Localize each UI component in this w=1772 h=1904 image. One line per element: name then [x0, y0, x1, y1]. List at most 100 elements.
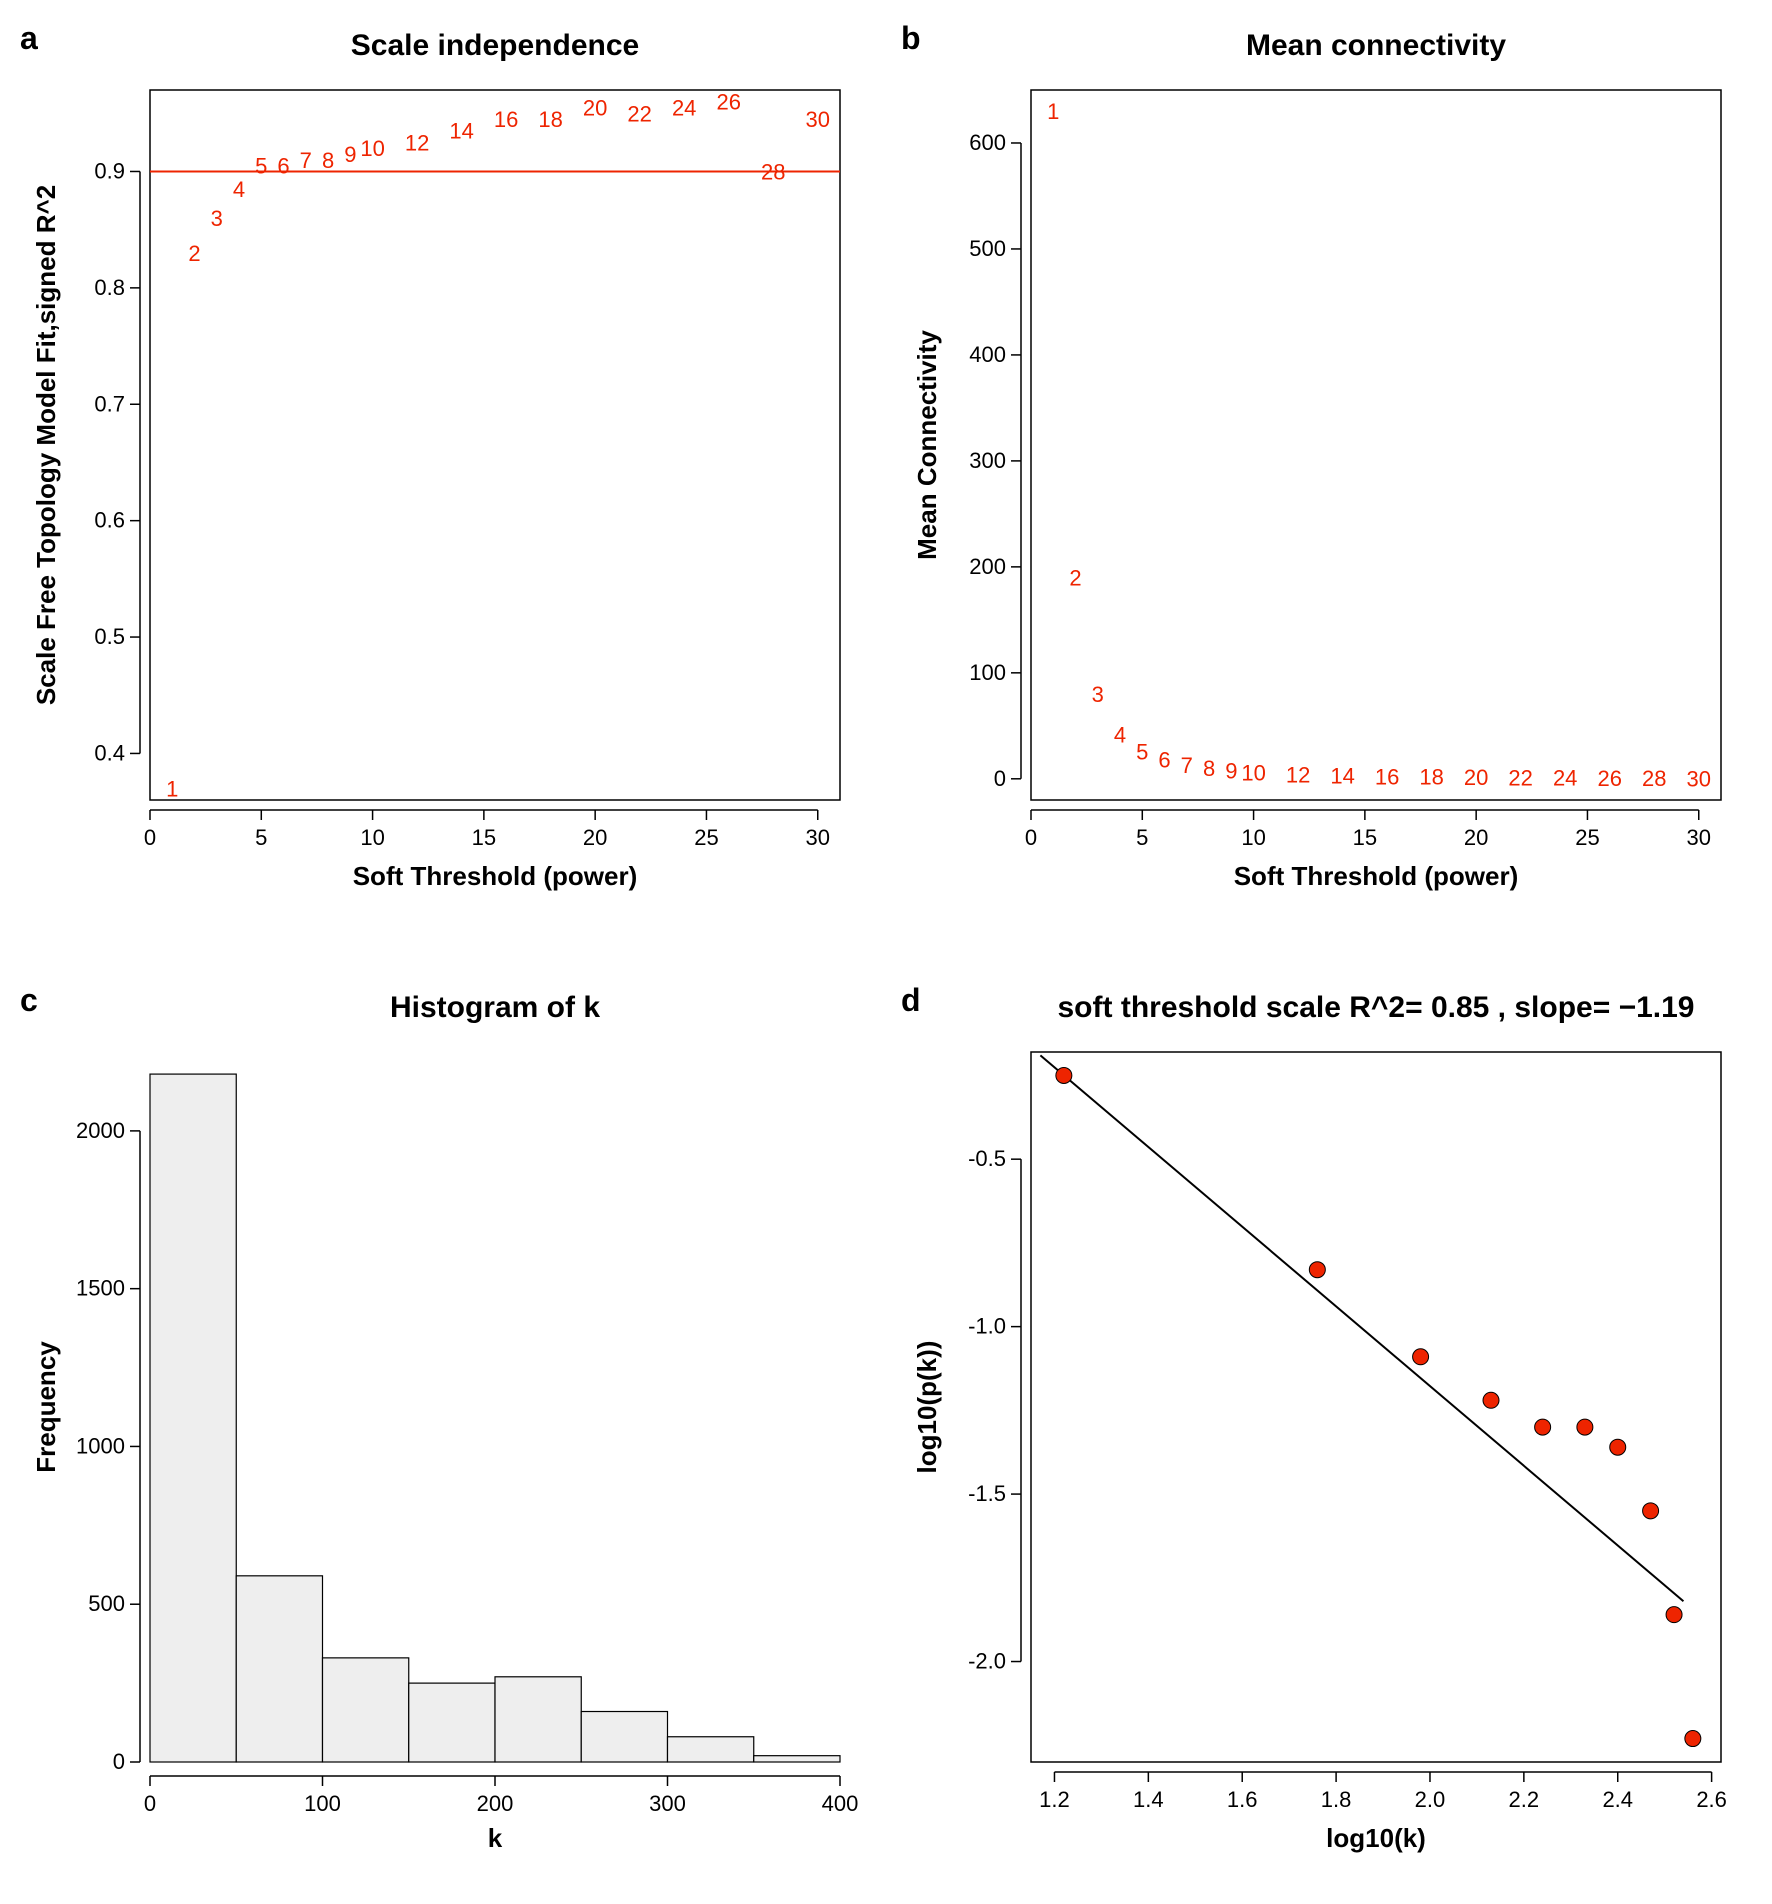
svg-text:Mean connectivity: Mean connectivity [1246, 29, 1506, 62]
svg-text:7: 7 [1181, 753, 1193, 778]
svg-text:-2.0: -2.0 [968, 1649, 1006, 1674]
svg-text:100: 100 [304, 1791, 341, 1816]
svg-text:18: 18 [1419, 765, 1443, 790]
chart-scale-free-fit: soft threshold scale R^2= 0.85 , slope= … [901, 982, 1751, 1882]
svg-text:0: 0 [113, 1749, 125, 1774]
svg-text:9: 9 [1225, 758, 1237, 783]
svg-text:5: 5 [255, 825, 267, 850]
svg-text:12: 12 [405, 130, 429, 155]
svg-text:Histogram of k: Histogram of k [390, 991, 600, 1024]
svg-text:0.6: 0.6 [94, 508, 125, 533]
svg-text:30: 30 [1686, 766, 1710, 791]
svg-text:200: 200 [969, 554, 1006, 579]
svg-text:6: 6 [277, 154, 289, 179]
svg-text:10: 10 [360, 825, 384, 850]
svg-text:14: 14 [1330, 764, 1354, 789]
svg-text:500: 500 [969, 236, 1006, 261]
svg-text:log10(k): log10(k) [1326, 1823, 1426, 1853]
svg-text:26: 26 [1597, 766, 1621, 791]
panel-label-d: d [901, 982, 921, 1019]
svg-text:22: 22 [1508, 766, 1532, 791]
svg-text:0: 0 [144, 1791, 156, 1816]
svg-text:28: 28 [1642, 766, 1666, 791]
svg-text:0.4: 0.4 [94, 740, 125, 765]
svg-text:0: 0 [994, 766, 1006, 791]
svg-text:1.2: 1.2 [1039, 1787, 1070, 1812]
svg-text:1: 1 [1047, 99, 1059, 124]
svg-text:0.5: 0.5 [94, 624, 125, 649]
svg-text:log10(p(k)): log10(p(k)) [912, 1341, 942, 1474]
svg-text:10: 10 [1241, 760, 1265, 785]
svg-text:1000: 1000 [76, 1433, 125, 1458]
svg-text:500: 500 [88, 1591, 125, 1616]
svg-text:26: 26 [716, 90, 740, 115]
svg-text:14: 14 [449, 119, 473, 144]
svg-text:Soft Threshold (power): Soft Threshold (power) [353, 861, 638, 891]
svg-text:2.0: 2.0 [1415, 1787, 1446, 1812]
svg-text:8: 8 [1203, 756, 1215, 781]
panel-label-a: a [20, 20, 38, 57]
svg-text:2: 2 [1069, 565, 1081, 590]
svg-text:-1.0: -1.0 [968, 1314, 1006, 1339]
panel-c: c Histogram of k010020030040005001000150… [20, 982, 871, 1884]
svg-text:Frequency: Frequency [31, 1341, 61, 1473]
panel-label-c: c [20, 982, 38, 1019]
svg-text:15: 15 [1353, 825, 1377, 850]
svg-text:22: 22 [627, 101, 651, 126]
svg-text:4: 4 [1114, 722, 1126, 747]
svg-text:2.4: 2.4 [1602, 1787, 1633, 1812]
svg-text:16: 16 [1375, 765, 1399, 790]
svg-text:12: 12 [1286, 763, 1310, 788]
svg-text:28: 28 [761, 159, 785, 184]
svg-text:200: 200 [477, 1791, 514, 1816]
svg-text:100: 100 [969, 660, 1006, 685]
svg-text:2.6: 2.6 [1696, 1787, 1727, 1812]
svg-text:1: 1 [166, 776, 178, 801]
svg-text:30: 30 [805, 107, 829, 132]
svg-text:Soft Threshold (power): Soft Threshold (power) [1234, 861, 1519, 891]
svg-text:10: 10 [1241, 825, 1265, 850]
svg-text:9: 9 [344, 142, 356, 167]
svg-text:0.7: 0.7 [94, 391, 125, 416]
svg-text:25: 25 [1575, 825, 1599, 850]
panel-d: d soft threshold scale R^2= 0.85 , slope… [901, 982, 1752, 1884]
svg-text:1.4: 1.4 [1133, 1787, 1164, 1812]
svg-text:Scale independence: Scale independence [351, 29, 639, 62]
svg-text:15: 15 [472, 825, 496, 850]
svg-text:-1.5: -1.5 [968, 1481, 1006, 1506]
svg-text:-0.5: -0.5 [968, 1146, 1006, 1171]
svg-text:1.6: 1.6 [1227, 1787, 1258, 1812]
panel-a: a Scale independence 0 5 10 15 20 25 30 0.4 0.5 0.… [20, 20, 871, 922]
svg-text:10: 10 [360, 136, 384, 161]
svg-text:20: 20 [583, 95, 607, 120]
svg-text:4: 4 [233, 177, 245, 202]
svg-text:0: 0 [1025, 825, 1037, 850]
svg-text:3: 3 [1092, 682, 1104, 707]
svg-text:16: 16 [494, 107, 518, 132]
svg-text:400: 400 [969, 342, 1006, 367]
panel-label-b: b [901, 20, 921, 57]
svg-text:400: 400 [822, 1791, 859, 1816]
svg-text:6: 6 [1158, 748, 1170, 773]
svg-text:2000: 2000 [76, 1118, 125, 1143]
svg-text:0.9: 0.9 [94, 158, 125, 183]
chart-scale-independence: Scale independence 0 5 10 15 20 25 30 0.4 0.5 0.6 0… [20, 20, 870, 920]
svg-text:Mean Connectivity: Mean Connectivity [912, 330, 942, 560]
svg-text:20: 20 [1464, 825, 1488, 850]
svg-text:5: 5 [1136, 825, 1148, 850]
svg-text:0: 0 [144, 825, 156, 850]
svg-text:8: 8 [322, 148, 334, 173]
svg-text:300: 300 [649, 1791, 686, 1816]
svg-text:24: 24 [1553, 766, 1577, 791]
svg-text:30: 30 [1686, 825, 1710, 850]
svg-text:30: 30 [805, 825, 829, 850]
svg-text:20: 20 [1464, 765, 1488, 790]
chart-mean-connectivity: Mean connectivity05101520253001002003004… [901, 20, 1751, 920]
svg-text:18: 18 [538, 107, 562, 132]
svg-text:7: 7 [300, 148, 312, 173]
svg-text:300: 300 [969, 448, 1006, 473]
svg-text:20: 20 [583, 825, 607, 850]
svg-text:24: 24 [672, 95, 696, 120]
svg-text:1.8: 1.8 [1321, 1787, 1352, 1812]
svg-text:25: 25 [694, 825, 718, 850]
